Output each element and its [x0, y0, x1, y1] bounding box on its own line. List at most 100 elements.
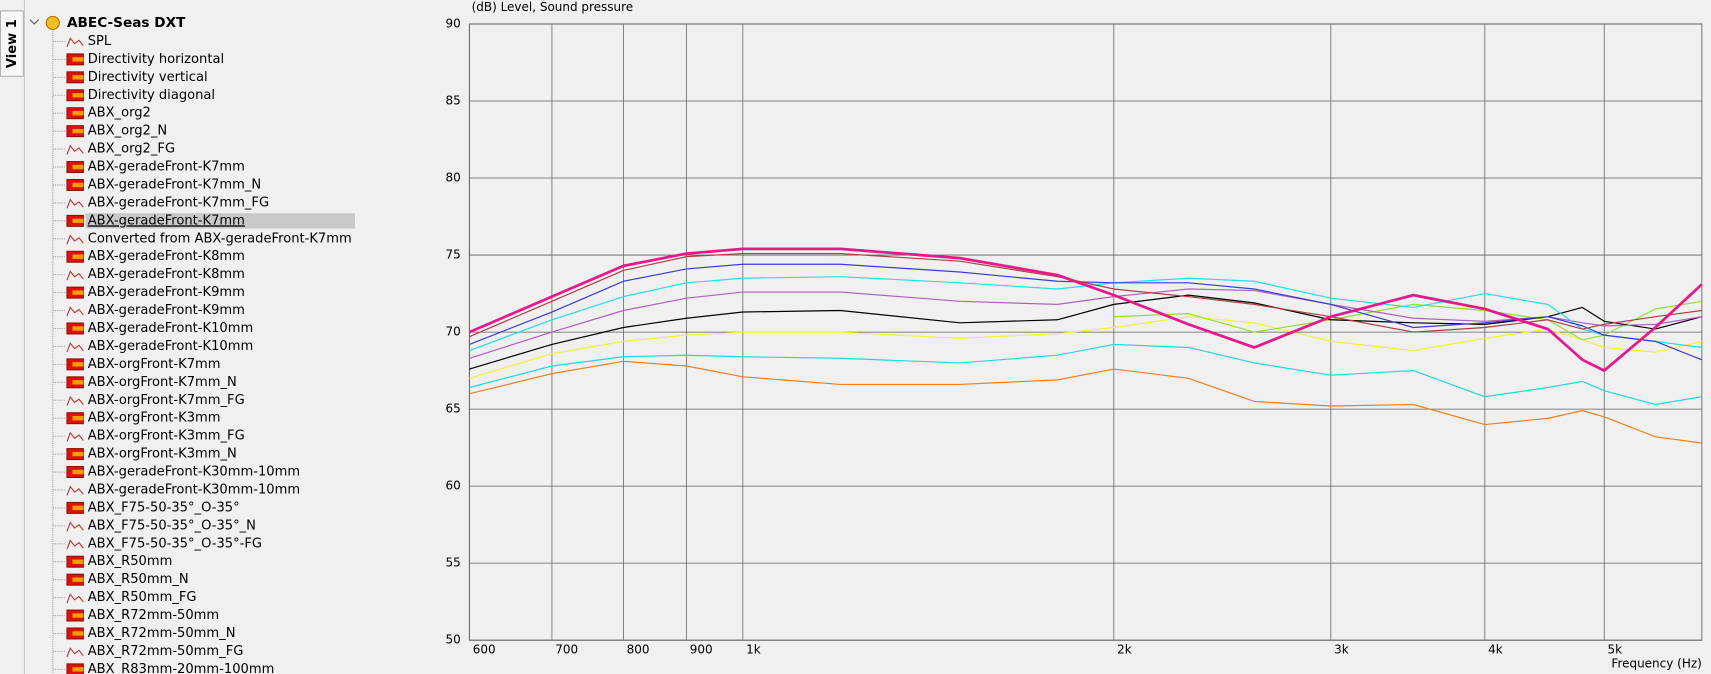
- data-icon-band: [72, 416, 84, 421]
- tree-item[interactable]: ABX_R50mm: [88, 554, 173, 569]
- expand-arrow[interactable]: [29, 19, 40, 25]
- tree-item[interactable]: ABX_F75-50-35°_O-35°: [88, 500, 240, 515]
- tree-item[interactable]: SPL: [88, 34, 112, 49]
- data-icon-band: [72, 254, 84, 259]
- graph-icon: [66, 485, 84, 496]
- tree-item[interactable]: ABX-geradeFront-K10mm: [88, 339, 254, 354]
- series-line: [469, 294, 1702, 370]
- data-icon-band: [72, 559, 84, 564]
- tree-item[interactable]: ABX_R83mm-20mm-100mm: [88, 662, 275, 674]
- series-line: [469, 343, 1702, 406]
- grid: 50 55 60 65 70 75 80 85 90 600 700 800 900 1k 2k 3k 4k 5k: [445, 16, 1702, 657]
- x-tick-label: 4k: [1488, 643, 1503, 657]
- y-tick-label: 65: [445, 402, 460, 416]
- tree-item[interactable]: Directivity horizontal: [88, 52, 224, 67]
- tree-item[interactable]: ABX-orgFront-K7mm_FG: [88, 393, 245, 408]
- y-tick-label: 75: [445, 248, 460, 262]
- tree-item[interactable]: ABX_R72mm-50mm_FG: [88, 644, 244, 659]
- tab-label[interactable]: View 1: [5, 19, 20, 68]
- tree-item[interactable]: ABX-orgFront-K3mm_N: [88, 447, 237, 462]
- tree-item[interactable]: ABX-geradeFront-K30mm-10mm: [88, 465, 300, 480]
- x-tick-label: 800: [627, 643, 650, 657]
- data-icon-band: [72, 111, 84, 116]
- data-icon-band: [72, 631, 84, 636]
- tree-item[interactable]: ABX-geradeFront-K7mm: [88, 213, 245, 228]
- tree-item[interactable]: Directivity diagonal: [88, 88, 215, 103]
- tree-item[interactable]: ABX_F75-50-35°_O-35°_N: [88, 518, 256, 533]
- x-tick-label: 700: [555, 643, 578, 657]
- tree-item[interactable]: ABX-orgFront-K7mm: [88, 357, 221, 372]
- tree-item[interactable]: ABX-geradeFront-K7mm: [88, 160, 245, 175]
- y-tick-label: 50: [445, 633, 460, 647]
- data-icon-band: [72, 469, 84, 475]
- plot-lines: [468, 247, 1703, 444]
- series-line: [469, 263, 1703, 361]
- data-icon-band: [72, 380, 84, 385]
- tree-item[interactable]: ABX_F75-50-35°_O-35°-FG: [88, 536, 262, 551]
- data-icon-band: [72, 362, 84, 367]
- data-icon-band: [72, 128, 84, 134]
- tree-item[interactable]: ABX_R50mm_N: [88, 572, 189, 587]
- tree-item[interactable]: ABX_R50mm_FG: [88, 590, 197, 605]
- series-line: [1113, 300, 1702, 341]
- y-tick-label: 90: [445, 16, 460, 30]
- y-tick-label: 55: [445, 556, 460, 570]
- x-tick-label: 600: [473, 643, 496, 657]
- data-icon-band: [72, 290, 84, 295]
- x-tick-label: 5k: [1608, 643, 1623, 657]
- tree-item[interactable]: ABX-geradeFront-K10mm: [88, 321, 254, 336]
- tree-item[interactable]: Directivity vertical: [88, 70, 208, 85]
- graph-icon: [66, 306, 84, 317]
- series-line: [469, 360, 1702, 444]
- data-icon-band: [72, 667, 84, 672]
- series-line: [468, 247, 1703, 372]
- graph-icon: [66, 593, 84, 604]
- graph-icon: [66, 521, 84, 532]
- tree-root[interactable]: ABEC-Seas DXT: [67, 15, 186, 31]
- tree-item[interactable]: ABX-orgFront-K3mm: [88, 411, 221, 426]
- data-icon-band: [72, 75, 84, 80]
- tree-item[interactable]: ABX-geradeFront-K7mm_FG: [88, 195, 269, 210]
- root-icon: [45, 15, 60, 30]
- tree-item[interactable]: ABX_R72mm-50mm_N: [88, 626, 236, 641]
- selection: [85, 213, 355, 229]
- data-icon-band: [72, 577, 84, 582]
- graph-icon: [66, 647, 84, 658]
- tree-item[interactable]: ABX-geradeFront-K8mm: [88, 267, 245, 282]
- data-icon-band: [72, 613, 84, 618]
- tree-item[interactable]: ABX-geradeFront-K9mm: [88, 303, 245, 318]
- tree: SPL Directivity horizontal Directivity ver…: [52, 34, 355, 674]
- y-tick-label: 60: [445, 479, 460, 493]
- tree-item[interactable]: ABX_org2: [88, 106, 151, 121]
- tree-item[interactable]: ABX_org2_N: [88, 124, 168, 139]
- graph-icon: [66, 198, 84, 209]
- tree-item[interactable]: Converted from ABX-geradeFront-K7mm: [88, 231, 352, 246]
- tree-item[interactable]: ABX-geradeFront-K30mm-10mm: [88, 482, 300, 497]
- tree-item[interactable]: ABX_org2_FG: [88, 142, 175, 157]
- tab[interactable]: [0, 10, 24, 77]
- graph-icon: [66, 144, 84, 155]
- tree-item[interactable]: ABX-orgFront-K3mm_FG: [88, 429, 245, 444]
- graph-icon: [66, 539, 84, 550]
- y-tick-label: 70: [445, 325, 460, 339]
- graph-icon: [66, 342, 84, 353]
- data-icon-band: [72, 93, 84, 98]
- data-icon-band: [72, 505, 84, 511]
- data-icon-band: [72, 326, 84, 331]
- graph-icon: [66, 431, 84, 442]
- y-axis-label: (dB) Level, Sound pressure: [472, 0, 634, 14]
- data-icon-band: [72, 57, 84, 62]
- tree-item[interactable]: ABX_R72mm-50mm: [88, 608, 219, 623]
- y-tick-label: 85: [445, 94, 460, 108]
- tree-item[interactable]: ABX-geradeFront-K9mm: [88, 285, 245, 300]
- tree-item[interactable]: ABX-geradeFront-K8mm: [88, 249, 245, 264]
- x-tick-label: 2k: [1117, 643, 1132, 657]
- graph-icon: [66, 37, 84, 48]
- x-tick-label: 1k: [746, 643, 761, 657]
- x-tick-label: 900: [690, 643, 713, 657]
- tree-item[interactable]: ABX-orgFront-K7mm_N: [88, 375, 237, 390]
- x-tick-label: 3k: [1334, 643, 1349, 657]
- x-axis-label: Frequency (Hz): [1611, 657, 1701, 671]
- tree-item[interactable]: ABX-geradeFront-K7mm_N: [88, 177, 262, 192]
